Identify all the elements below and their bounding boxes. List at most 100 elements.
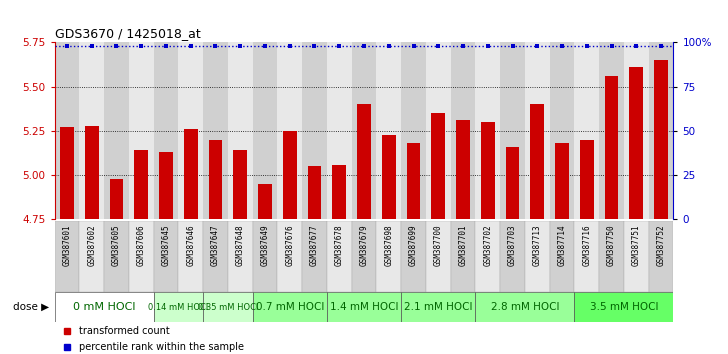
Bar	[258, 184, 272, 219]
Bar	[506, 147, 519, 219]
Bar	[129, 221, 154, 292]
Text: GSM387714: GSM387714	[558, 225, 566, 267]
Bar	[599, 42, 624, 219]
Bar	[55, 292, 154, 322]
Bar	[253, 42, 277, 219]
Text: GSM387645: GSM387645	[162, 225, 170, 267]
Text: GSM387646: GSM387646	[186, 225, 195, 267]
Text: 0.14 mM HOCl: 0.14 mM HOCl	[149, 303, 208, 312]
Bar	[55, 42, 79, 219]
Bar	[382, 135, 395, 219]
Text: GSM387678: GSM387678	[335, 225, 344, 267]
Bar	[426, 221, 451, 292]
Bar	[475, 42, 500, 219]
Text: GSM387677: GSM387677	[310, 225, 319, 267]
Bar	[302, 42, 327, 219]
Bar	[55, 221, 79, 292]
Bar	[129, 42, 154, 219]
Bar	[327, 221, 352, 292]
Bar	[574, 292, 673, 322]
Bar	[550, 42, 574, 219]
Bar	[79, 221, 104, 292]
Bar	[327, 42, 352, 219]
Bar	[184, 129, 197, 219]
Text: 1.4 mM HOCl: 1.4 mM HOCl	[330, 302, 398, 312]
Bar	[624, 42, 649, 219]
Text: GSM387602: GSM387602	[87, 225, 96, 267]
Bar	[277, 42, 302, 219]
Bar	[104, 221, 129, 292]
Text: GSM387648: GSM387648	[236, 225, 245, 267]
Text: GSM387601: GSM387601	[63, 225, 71, 267]
Bar	[574, 221, 599, 292]
Bar	[525, 42, 550, 219]
Bar	[60, 127, 74, 219]
Bar	[327, 292, 401, 322]
Bar	[253, 221, 277, 292]
Bar	[228, 42, 253, 219]
Bar	[654, 60, 668, 219]
Text: GSM387713: GSM387713	[533, 225, 542, 267]
Bar	[283, 131, 296, 219]
Bar	[376, 221, 401, 292]
Bar	[500, 221, 525, 292]
Bar	[302, 221, 327, 292]
Bar	[352, 42, 376, 219]
Text: GSM387701: GSM387701	[459, 225, 467, 267]
Text: GDS3670 / 1425018_at: GDS3670 / 1425018_at	[55, 27, 200, 40]
Bar	[110, 179, 123, 219]
Bar	[649, 42, 673, 219]
Bar	[500, 42, 525, 219]
Bar	[555, 143, 569, 219]
Bar	[277, 221, 302, 292]
Bar	[104, 42, 129, 219]
Bar	[451, 42, 475, 219]
Bar	[178, 221, 203, 292]
Bar	[624, 221, 649, 292]
Bar	[357, 104, 371, 219]
Bar	[605, 76, 618, 219]
Bar	[580, 140, 593, 219]
Bar	[401, 221, 426, 292]
Text: GSM387703: GSM387703	[508, 225, 517, 267]
Text: GSM387700: GSM387700	[434, 225, 443, 267]
Bar	[550, 221, 574, 292]
Bar	[475, 292, 574, 322]
Bar	[135, 150, 148, 219]
Text: 2.8 mM HOCl: 2.8 mM HOCl	[491, 302, 559, 312]
Text: GSM387716: GSM387716	[582, 225, 591, 267]
Bar	[456, 120, 470, 219]
Bar	[451, 221, 475, 292]
Bar	[333, 165, 346, 219]
Bar	[228, 221, 253, 292]
Bar	[209, 140, 222, 219]
Bar	[253, 292, 327, 322]
Bar	[649, 221, 673, 292]
Text: 0.7 mM HOCl: 0.7 mM HOCl	[256, 302, 324, 312]
Text: GSM387679: GSM387679	[360, 225, 368, 267]
Text: GSM387698: GSM387698	[384, 225, 393, 267]
Text: GSM387752: GSM387752	[657, 225, 665, 267]
Bar	[574, 42, 599, 219]
Bar	[154, 221, 178, 292]
Bar	[203, 292, 253, 322]
Bar	[426, 42, 451, 219]
Text: 3.5 mM HOCl: 3.5 mM HOCl	[590, 302, 658, 312]
Bar	[178, 42, 203, 219]
Text: transformed count: transformed count	[79, 326, 170, 336]
Text: GSM387606: GSM387606	[137, 225, 146, 267]
Bar	[352, 221, 376, 292]
Text: 2.1 mM HOCl: 2.1 mM HOCl	[404, 302, 472, 312]
Bar	[79, 42, 104, 219]
Bar	[154, 42, 178, 219]
Bar	[308, 166, 321, 219]
Bar	[234, 150, 247, 219]
Text: GSM387649: GSM387649	[261, 225, 269, 267]
Text: GSM387702: GSM387702	[483, 225, 492, 267]
Text: 0 mM HOCl: 0 mM HOCl	[73, 302, 135, 312]
Text: GSM387699: GSM387699	[409, 225, 418, 267]
Bar	[432, 113, 445, 219]
Bar	[85, 126, 98, 219]
Text: dose ▶: dose ▶	[13, 302, 50, 312]
Bar	[159, 152, 173, 219]
